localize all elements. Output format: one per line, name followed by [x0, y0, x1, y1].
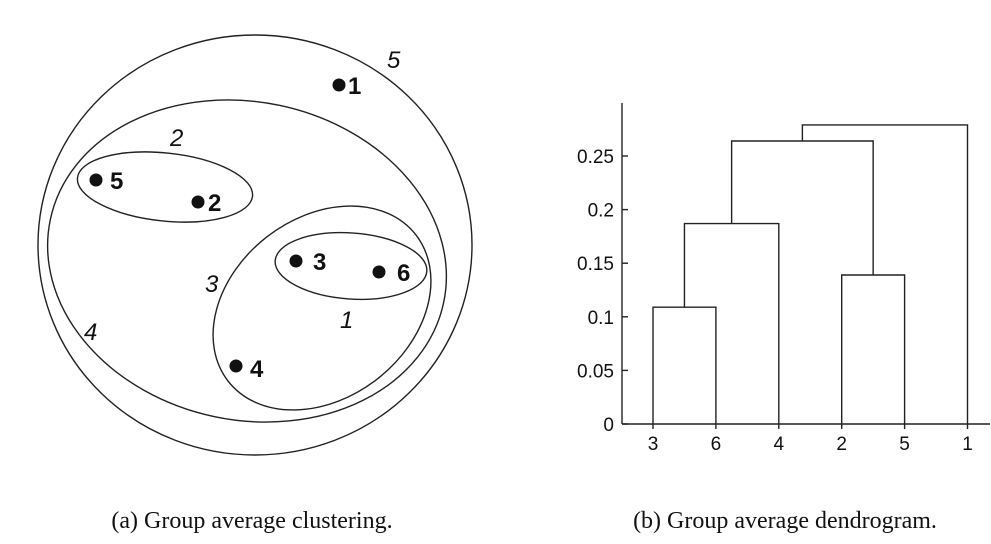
point-5-marker — [89, 173, 103, 187]
point-1-label: 1 — [348, 73, 361, 100]
leaf-label-4: 4 — [774, 434, 785, 455]
merge-link-3 — [841, 274, 906, 424]
leaf-label-3: 3 — [648, 434, 659, 455]
leaf-label-5: 5 — [899, 434, 910, 455]
leaf-label-2: 2 — [836, 434, 847, 455]
leaf-labels: 3 6 4 2 5 1 — [648, 424, 973, 455]
leaf-label-1: 1 — [962, 434, 973, 455]
caption-b: (b) Group average dendrogram. — [633, 508, 937, 534]
point-5-label: 5 — [110, 168, 123, 195]
merge-link-2 — [683, 222, 780, 424]
point-3-label: 3 — [313, 249, 326, 276]
point-4-marker — [229, 359, 243, 373]
merge-link-1 — [652, 306, 717, 424]
panel-a-clustering: 5 2 3 1 4 1 5 2 3 6 4 — [37, 34, 473, 456]
point-6-label: 6 — [397, 260, 410, 287]
dendrogram-links — [652, 124, 969, 424]
caption-a: (a) Group average clustering. — [111, 508, 392, 534]
panel-b-dendrogram: 0 0.05 0.1 0.15 0.2 0.25 3 6 4 2 5 1 — [577, 103, 990, 455]
cluster-label-5: 5 — [387, 47, 401, 74]
y-tick-label: 0 — [603, 415, 614, 436]
cluster-label-3: 3 — [205, 271, 219, 298]
point-3-marker — [289, 254, 303, 268]
cluster-2-ellipse — [76, 151, 254, 223]
cluster-1-ellipse — [274, 231, 428, 301]
y-tick-label: 0.1 — [588, 308, 614, 329]
cluster-label-4: 4 — [84, 319, 97, 346]
y-tick-label: 0.2 — [588, 201, 614, 222]
point-4-label: 4 — [250, 356, 264, 383]
cluster-5-ellipse — [37, 34, 473, 456]
point-1-marker — [332, 78, 346, 92]
y-tick-label: 0.05 — [577, 361, 614, 382]
merge-link-4 — [730, 140, 874, 275]
y-tick-label: 0.15 — [577, 254, 614, 275]
merge-link-5 — [801, 124, 969, 424]
leaf-label-6: 6 — [711, 434, 722, 455]
point-6-marker — [372, 265, 386, 279]
y-tick-label: 0.25 — [577, 147, 614, 168]
cluster-label-2: 2 — [169, 125, 183, 152]
cluster-4-ellipse — [46, 99, 448, 423]
cluster-label-1: 1 — [340, 307, 353, 334]
y-ticks: 0 0.05 0.1 0.15 0.2 0.25 — [577, 147, 628, 436]
point-2-marker — [191, 195, 205, 209]
point-2-label: 2 — [208, 190, 221, 217]
cluster-3-ellipse — [212, 205, 432, 411]
